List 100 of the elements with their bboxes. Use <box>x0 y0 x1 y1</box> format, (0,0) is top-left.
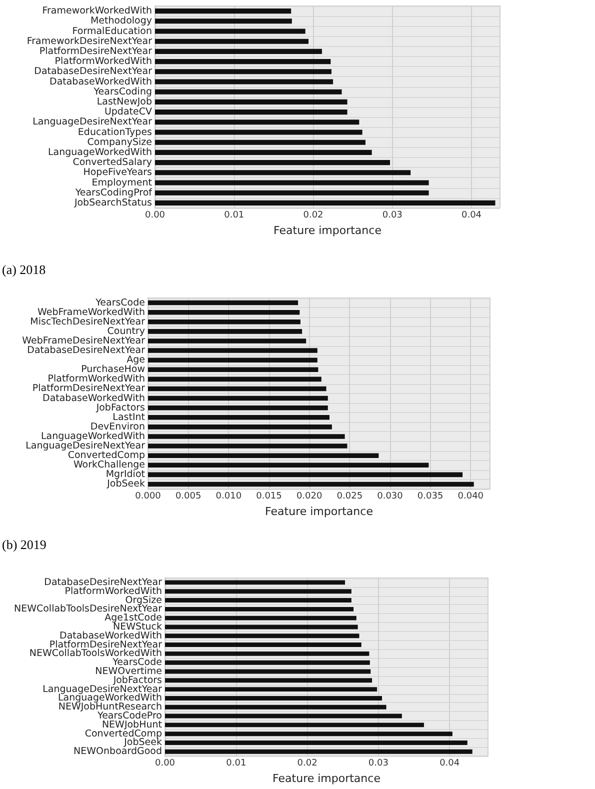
bar <box>148 386 326 392</box>
bar <box>148 358 318 362</box>
y-tick-label: CompanySize <box>87 136 152 148</box>
y-tick-label: YearsCodingProf <box>74 187 153 198</box>
bar <box>165 634 360 638</box>
y-tick-label: UpdateCV <box>104 106 152 118</box>
y-tick-label: OrgSize <box>125 594 162 606</box>
bar <box>148 396 328 401</box>
bar <box>165 642 362 648</box>
x-tick-label: 0.015 <box>256 492 282 502</box>
bar <box>165 580 345 585</box>
bar <box>165 749 472 754</box>
bar <box>155 200 496 206</box>
bar <box>165 589 352 594</box>
x-axis-title: Feature importance <box>274 224 382 237</box>
y-tick-label: FrameworkWorkedWith <box>42 6 152 17</box>
bar <box>165 714 402 718</box>
bar <box>155 130 362 135</box>
bar <box>155 18 292 24</box>
bar <box>155 69 332 74</box>
y-tick-label: MgrIdiot <box>106 469 146 480</box>
bar <box>148 434 345 439</box>
y-tick-label: NEWStuck <box>112 621 162 632</box>
bar <box>165 616 356 620</box>
y-tick-label: JobFactors <box>95 402 146 414</box>
bar <box>155 79 334 84</box>
bar <box>165 624 358 630</box>
y-tick-label: PurchaseHow <box>81 364 146 376</box>
y-tick-label: JobSeek <box>106 478 146 490</box>
y-tick-label: PlatformDesireNextYear <box>49 639 162 650</box>
y-tick-label: LanguageWorkedWith <box>48 146 152 158</box>
x-tick-label: 0.020 <box>296 492 322 502</box>
x-tick-label: 0.01 <box>224 210 244 220</box>
bar <box>155 28 306 34</box>
bar <box>165 704 386 710</box>
y-tick-label: WorkChallenge <box>73 460 146 471</box>
y-tick-label: MiscTechDesireNextYear <box>30 316 146 328</box>
bar <box>155 8 292 14</box>
bar <box>148 462 429 468</box>
y-tick-label: Employment <box>92 177 152 188</box>
x-tick-label: 0.010 <box>216 492 242 502</box>
bar <box>165 651 370 656</box>
bar <box>148 472 463 478</box>
y-tick-label: PlatformWorkedWith <box>54 56 152 68</box>
y-tick-label: HopeFiveYears <box>83 167 152 178</box>
bar <box>165 669 371 674</box>
bar <box>148 329 302 334</box>
y-tick-label: FrameworkDesireNextYear <box>26 36 152 47</box>
y-tick-label: NEWJobHunt <box>102 719 162 730</box>
text: (b) 2019 <box>2 537 46 552</box>
y-tick-label: YearsCode <box>94 297 146 308</box>
bar <box>155 160 390 166</box>
y-tick-label: EducationTypes <box>78 126 152 138</box>
y-tick-label: ConvertedComp <box>84 728 162 740</box>
x-tick-label: 0.040 <box>458 492 484 502</box>
bar <box>165 687 378 692</box>
y-tick-label: JobSeek <box>123 737 162 748</box>
y-tick-label: NEWOnboardGood <box>74 746 162 758</box>
bar <box>148 338 306 344</box>
bar <box>165 606 354 612</box>
y-tick-label: LanguageWorkedWith <box>58 692 162 704</box>
y-tick-label: Age1stCode <box>104 612 162 624</box>
bar <box>155 150 372 155</box>
y-tick-label: DevEnviron <box>90 421 145 432</box>
x-tick-label: 0.005 <box>175 492 202 502</box>
bar <box>155 110 348 115</box>
bar <box>155 120 360 125</box>
y-tick-label: DatabaseWorkedWith <box>42 392 145 404</box>
bar <box>148 319 300 324</box>
y-tick-label: Age <box>126 354 146 366</box>
x-tick-label: 0.02 <box>303 210 324 220</box>
y-tick-label: LastInt <box>112 412 146 423</box>
bar <box>148 405 328 410</box>
x-tick-label: 0.01 <box>226 758 246 769</box>
bar <box>165 696 382 700</box>
bar <box>148 424 332 430</box>
x-tick-label: 0.030 <box>377 492 404 502</box>
text: (a) 2018 <box>2 262 46 277</box>
y-tick-label: DatabaseWorkedWith <box>50 76 152 88</box>
y-tick-label: JobSearchStatus <box>73 197 152 208</box>
y-tick-label: LastNewJob <box>96 96 152 108</box>
bar <box>148 453 379 458</box>
bar <box>165 722 424 728</box>
x-tick-label: 0.00 <box>144 210 166 220</box>
bar <box>165 678 372 683</box>
bar <box>165 732 452 736</box>
bar <box>165 598 352 602</box>
bar <box>148 367 318 372</box>
y-tick-label: DatabaseWorkedWith <box>60 630 162 642</box>
x-tick-label: 0.025 <box>336 492 363 502</box>
bar <box>155 170 411 176</box>
x-axis-title: Feature importance <box>272 772 381 785</box>
bar <box>155 59 331 64</box>
y-tick-label: LanguageWorkedWith <box>40 430 145 442</box>
bar <box>155 180 429 186</box>
x-tick-label: 0.03 <box>368 758 388 769</box>
y-tick-label: DatabaseDesireNextYear <box>27 345 146 356</box>
y-tick-label: WebFrameDesireNextYear <box>22 335 146 346</box>
y-tick-label: PlatformDesireNextYear <box>39 46 152 57</box>
bar <box>148 310 300 315</box>
